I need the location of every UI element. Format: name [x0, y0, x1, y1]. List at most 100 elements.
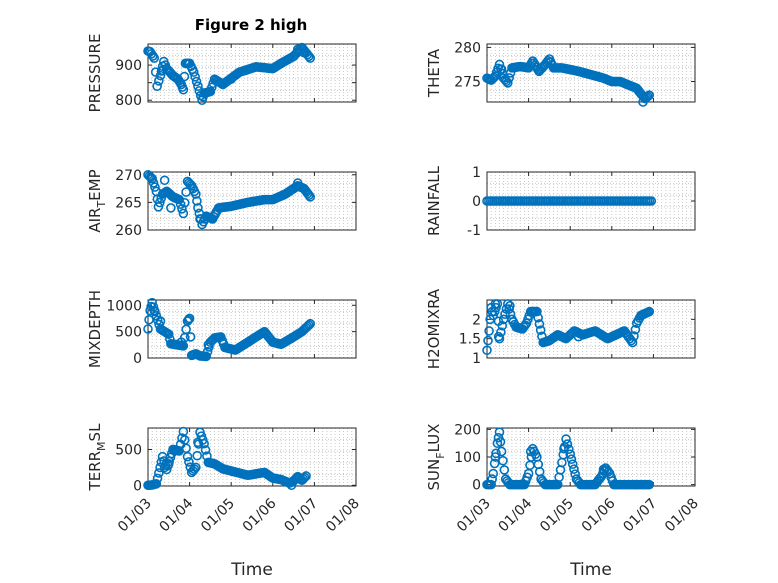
- data-point: [496, 446, 507, 457]
- data-point: [155, 70, 166, 81]
- x-tick-label: 01/05: [537, 496, 577, 536]
- subplot-2: 275 280 THETA: [425, 40, 696, 107]
- y-tick-label: 900: [115, 58, 142, 74]
- data-point: [643, 91, 653, 102]
- data-point: [561, 434, 571, 444]
- data-point: [489, 458, 500, 469]
- y-tick-label: 500: [115, 325, 142, 341]
- data-point: [193, 437, 203, 448]
- y-tick-label: 1000: [106, 298, 142, 314]
- y-tick-label: 0: [133, 478, 142, 494]
- data-point: [148, 178, 159, 188]
- data-point: [154, 468, 164, 478]
- y-tick-label: 0: [133, 351, 142, 367]
- subplots-group: 800 900 PRESSURE 275 280 THETA 260 265 270 AIRTEM…: [86, 34, 702, 580]
- data-point: [191, 189, 201, 199]
- axes-box: [147, 427, 357, 487]
- y-tick-label: 270: [115, 168, 142, 184]
- data-point: [191, 76, 202, 87]
- axes-box: [147, 43, 357, 103]
- data-markers: [143, 169, 316, 230]
- data-point: [520, 320, 530, 330]
- data-point: [205, 86, 216, 97]
- data-point: [487, 474, 498, 484]
- y-tick-label: 265: [115, 195, 142, 211]
- data-point: [192, 450, 203, 461]
- y-axis-label: PRESSURE: [86, 34, 104, 113]
- x-tick-label: 01/03: [115, 496, 155, 536]
- data-markers: [143, 426, 311, 491]
- y-tick-label: 1: [472, 165, 481, 181]
- data-markers: [143, 297, 316, 362]
- data-point: [148, 302, 159, 312]
- subplot-1: 800 900 PRESSURE: [86, 34, 357, 113]
- data-point: [182, 316, 193, 326]
- data-point: [494, 59, 505, 70]
- axes-box: [486, 299, 696, 359]
- x-tick-label: 01/04: [496, 495, 536, 535]
- data-point: [192, 196, 202, 206]
- data-point: [191, 462, 201, 473]
- data-point: [193, 81, 203, 91]
- y-tick-label: 800: [115, 93, 142, 109]
- data-point: [494, 427, 505, 437]
- data-point: [159, 175, 170, 186]
- x-tick-label: 01/06: [579, 495, 619, 535]
- data-point: [567, 459, 578, 469]
- data-point: [644, 306, 655, 317]
- data-point: [483, 335, 493, 346]
- data-point: [153, 202, 164, 212]
- data-point: [193, 203, 203, 213]
- data-point: [184, 457, 194, 467]
- data-point: [491, 448, 501, 459]
- y-axis-label: SUNFLUX: [425, 424, 447, 491]
- y-tick-label: 0: [472, 478, 481, 494]
- data-point: [183, 314, 194, 325]
- data-point: [496, 327, 506, 338]
- data-point: [154, 197, 165, 208]
- subplot-7: 0 500 01/03 01/04 01/05 01/06 01/07 01/08 TERRMS…: [86, 423, 363, 580]
- data-point: [504, 73, 514, 83]
- data-point: [182, 451, 193, 462]
- data-point: [489, 72, 499, 83]
- data-point: [164, 329, 174, 340]
- y-tick-label: 200: [454, 422, 481, 438]
- data-point: [525, 446, 536, 457]
- data-point: [201, 351, 212, 362]
- data-point: [157, 65, 168, 76]
- data-point: [166, 203, 176, 213]
- data-point: [147, 173, 157, 184]
- x-tick-label: 01/03: [454, 496, 494, 536]
- data-point: [203, 340, 214, 350]
- axes-box: [147, 171, 357, 231]
- y-axis-label: TERRMSL: [86, 423, 108, 492]
- data-point: [226, 74, 236, 84]
- x-tick-label: 01/07: [620, 496, 660, 536]
- axes-box: [486, 43, 696, 103]
- y-tick-label: 260: [115, 223, 142, 239]
- data-point: [189, 464, 200, 474]
- subplot-6: 1 1.5 2 H2OMIXRA: [425, 288, 696, 369]
- data-point: [629, 331, 639, 341]
- y-tick-label: 2: [472, 312, 481, 328]
- x-tick-label: 01/08: [323, 496, 363, 536]
- data-point: [305, 318, 316, 329]
- data-point: [487, 74, 498, 84]
- data-point: [149, 305, 160, 316]
- figure-title: Figure 2 high: [195, 16, 308, 34]
- y-tick-label: 0: [472, 194, 481, 210]
- axes-box: [147, 299, 357, 359]
- y-tick-label: 1.5: [459, 332, 481, 348]
- data-point: [150, 182, 160, 192]
- data-point: [495, 437, 506, 447]
- y-axis-label: AIRTEMP: [86, 169, 108, 232]
- data-point: [505, 300, 515, 311]
- data-point: [184, 313, 195, 324]
- y-tick-label: 275: [454, 75, 481, 91]
- data-point: [598, 464, 609, 475]
- data-point: [490, 299, 501, 309]
- data-point: [482, 345, 492, 356]
- data-point: [533, 312, 543, 323]
